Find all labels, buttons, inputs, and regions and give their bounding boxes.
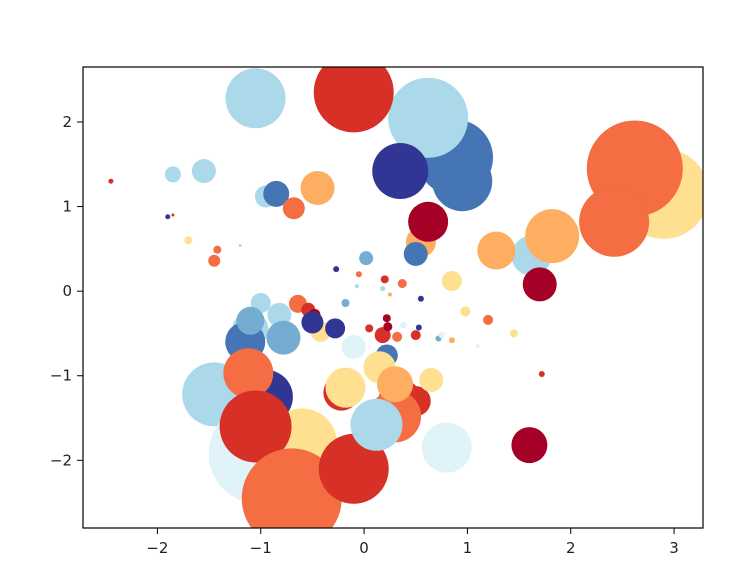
scatter-point-30 [355,271,362,278]
x-tick-label: −2 [146,539,168,557]
scatter-point-4 [525,209,580,264]
scatter-point-38 [441,271,462,292]
y-tick-label: 0 [62,282,72,300]
scatter-point-78 [318,433,389,504]
scatter-point-58 [410,330,421,341]
plot-frame [82,66,704,529]
scatter-point-21 [282,197,305,220]
scatter-point-22 [108,178,114,184]
scatter-point-31 [333,266,340,273]
x-axis: −2 −1 0 1 2 3 [146,528,679,557]
scatter-point-44 [341,298,350,307]
scatter-point-89 [511,427,548,464]
scatter-point-35 [387,292,392,297]
scatter-point-40 [483,314,494,325]
y-tick-label: 2 [62,113,72,131]
scatter-point-12 [225,68,286,129]
scatter-point-76 [219,390,292,463]
scatter-point-54 [383,322,393,332]
scatter-point-62 [448,337,455,344]
scatter-point-69 [266,320,301,355]
scatter-point-5 [477,231,516,270]
scatter-point-15 [403,241,428,266]
scatter-point-56 [399,321,407,329]
scatter-point-49 [301,311,324,334]
scatter-point-25 [184,236,193,245]
scatter-point-33 [380,275,389,284]
scatter-point-23 [165,214,171,220]
x-tick-label: 2 [566,539,576,557]
y-axis: −2 −1 0 1 2 [50,113,83,469]
scatter-point-16 [164,166,181,183]
scatter-point-50 [325,318,346,339]
scatter-point-10 [372,143,429,200]
scatter-point-27 [208,254,221,267]
y-tick-label: −1 [50,367,72,385]
scatter-point-52 [365,324,374,333]
scatter-point-9 [388,77,469,158]
x-tick-label: 1 [463,539,473,557]
scatter-point-2 [579,186,650,257]
scatter-point-18 [300,170,335,205]
scatter-point-61 [438,332,445,339]
scatter-point-59 [415,324,422,331]
scatter-point-86 [419,367,444,392]
scatter-point-88 [421,422,472,473]
scatter-point-77 [241,448,342,528]
scatter-point-24 [171,213,175,217]
scatter-point-34 [380,286,386,292]
scatter-point-26 [213,245,222,254]
x-tick-label: 3 [669,539,679,557]
scatter-point-17 [191,159,216,184]
points-layer [108,67,703,528]
scatter-point-53 [374,327,391,344]
scatter-point-39 [460,306,471,317]
scatter-point-8 [432,151,493,212]
y-tick-label: 1 [62,198,72,216]
scatter-point-43 [538,371,545,378]
scatter-point-55 [392,331,403,342]
scatter-point-28 [238,243,242,247]
scatter-point-14 [408,201,449,242]
scatter-point-37 [417,295,424,302]
scatter-point-87 [350,398,403,451]
scatter-point-57 [382,314,391,323]
scatter-point-20 [263,180,290,207]
scatter-point-36 [397,279,407,289]
scatter-point-83 [325,367,366,408]
scatter-point-32 [354,284,359,289]
x-tick-label: −1 [250,539,272,557]
y-tick-label: −2 [50,451,72,469]
scatter-point-41 [509,329,518,338]
scatter-point-29 [359,251,374,266]
scatter-point-11 [313,67,394,133]
scatter-point-42 [475,344,480,349]
scatter-point-68 [236,306,265,335]
scatter-point-85 [377,366,414,403]
scatter-point-72 [223,348,274,399]
x-tick-label: 0 [359,539,369,557]
scatter-point-51 [341,334,366,359]
scatter-point-6 [522,267,557,302]
